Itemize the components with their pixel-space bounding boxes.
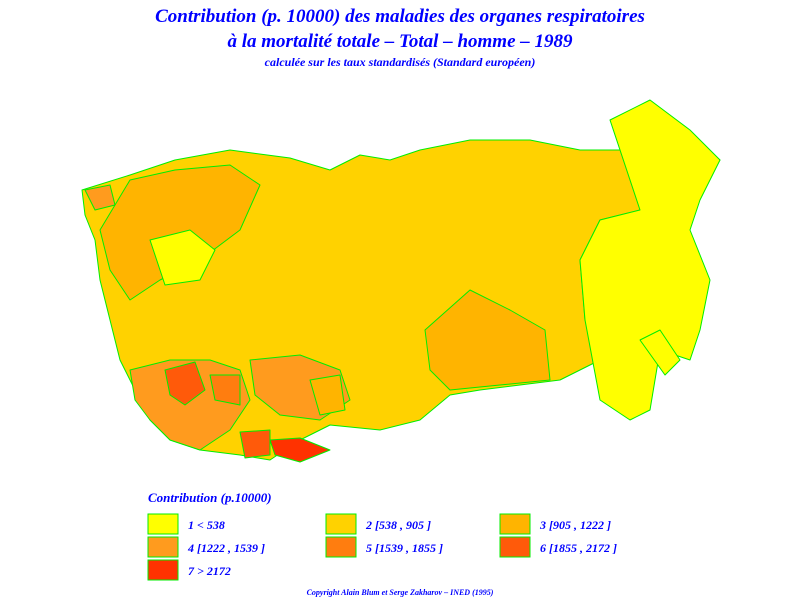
legend-label: 5 [1539 , 1855 ]: [366, 541, 443, 555]
legend-swatch: [325, 513, 357, 535]
map: [81, 99, 721, 463]
legend-label: 1 < 538: [188, 518, 225, 532]
legend-swatch: [499, 536, 531, 558]
region: [239, 429, 271, 459]
region: [639, 329, 681, 376]
region: [269, 437, 331, 463]
legend-swatch: [147, 559, 179, 581]
title-line: Contribution (p. 10000) des maladies des…: [155, 6, 645, 27]
copyright: Copyright Alain Blum et Serge Zakharov –…: [307, 588, 494, 597]
legend-label: 6 [1855 , 2172 ]: [540, 541, 617, 555]
title-line: à la mortalité totale – Total – homme – …: [228, 31, 573, 52]
legend-title: Contribution (p.10000): [148, 490, 272, 505]
legend: 1 < 538 2 [538 , 905 ] 3 [905 , 1222 ] 4 [1…: [147, 513, 617, 581]
region: [164, 361, 206, 406]
legend-label: 3 [905 , 1222 ]: [539, 518, 611, 532]
region: [84, 184, 116, 211]
legend-swatch: [325, 536, 357, 558]
legend-swatch: [147, 513, 179, 535]
region: [149, 229, 216, 286]
legend-label: 7 > 2172: [188, 564, 231, 578]
subtitle: calculée sur les taux standardisés (Stan…: [265, 55, 536, 69]
region: [209, 374, 241, 406]
region: [579, 99, 721, 421]
legend-swatch: [499, 513, 531, 535]
region: [309, 374, 346, 416]
legend-label: 2 [538 , 905 ]: [365, 518, 431, 532]
legend-swatch: [147, 536, 179, 558]
legend-label: 4 [1222 , 1539 ]: [187, 541, 265, 555]
region: [424, 289, 551, 391]
